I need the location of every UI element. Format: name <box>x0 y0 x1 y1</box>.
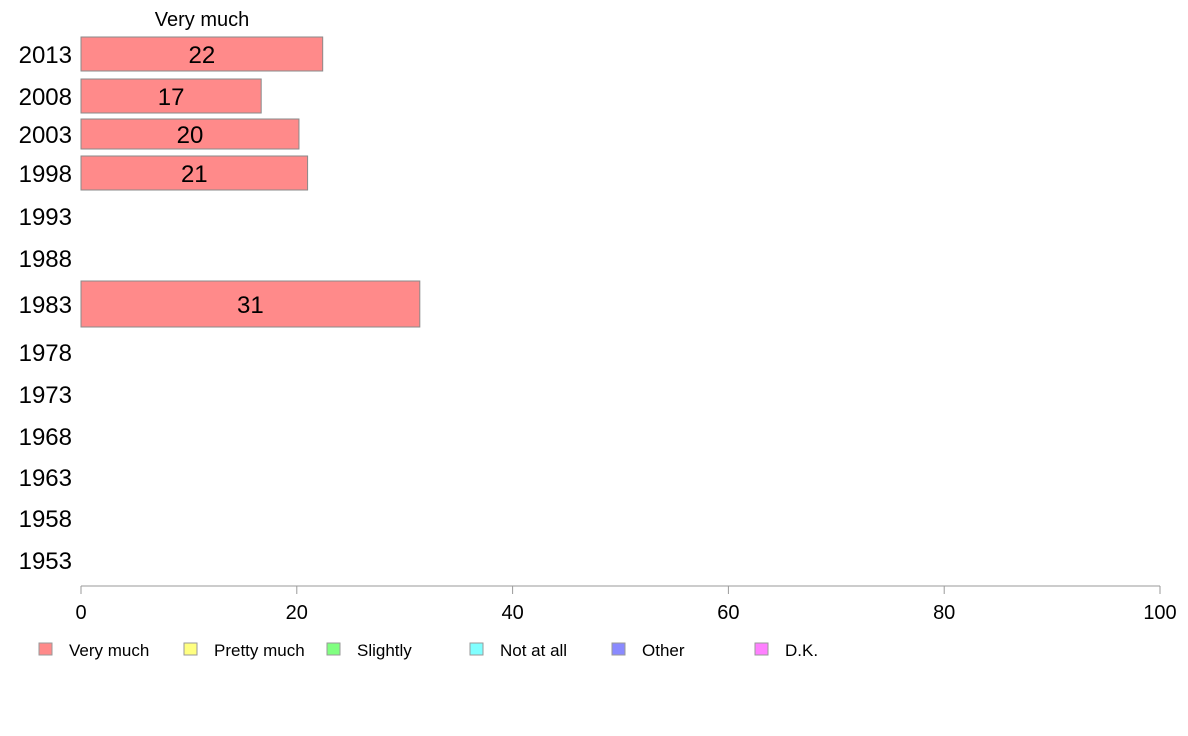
x-tick-label-100: 100 <box>1143 602 1176 624</box>
bar-value-label-1983: 31 <box>237 292 264 319</box>
category-label-1958: 1958 <box>19 506 72 533</box>
category-label-2008: 2008 <box>19 84 72 111</box>
category-labels: 2013 2008 2003 1998 1993 1988 1983 1978 1973 1968… <box>19 42 72 575</box>
bar-value-label-2013: 22 <box>188 42 215 69</box>
bar-1998 <box>80 155 309 191</box>
legend-label-very-much: Very much <box>69 641 149 660</box>
legend-label-not-at-all: Not at all <box>500 641 567 660</box>
bar-value-label-2003: 20 <box>177 122 204 149</box>
legend-swatch-other <box>611 642 626 656</box>
x-tick-label-80: 80 <box>933 602 955 624</box>
x-tick-label-0: 0 <box>75 602 86 624</box>
category-label-1983: 1983 <box>19 292 72 319</box>
series-title: Very much <box>155 9 249 31</box>
bar-value-label-1998: 21 <box>181 161 208 188</box>
legend-swatch-d-k <box>754 642 769 656</box>
category-label-1988: 1988 <box>19 246 72 273</box>
legend: Very much Pretty much Slightly Not at all Ot… <box>38 641 818 660</box>
legend-label-pretty-much: Pretty much <box>214 641 305 660</box>
legend-swatch-not-at-all <box>469 642 484 656</box>
legend-swatch-pretty-much <box>183 642 198 656</box>
legend-swatch-very-much <box>38 642 53 656</box>
legend-swatch-slightly <box>326 642 341 656</box>
x-tick-label-40: 40 <box>501 602 523 624</box>
x-tick-label-60: 60 <box>717 602 739 624</box>
category-label-1978: 1978 <box>19 340 72 367</box>
x-axis: 0 20 40 60 80 100 <box>75 585 1177 624</box>
category-label-1993: 1993 <box>19 204 72 231</box>
bar-value-label-2008: 17 <box>158 84 185 111</box>
legend-label-other: Other <box>642 641 685 660</box>
category-label-2013: 2013 <box>19 42 72 69</box>
category-label-1963: 1963 <box>19 465 72 492</box>
bar-2003 <box>80 118 300 150</box>
category-label-2003: 2003 <box>19 122 72 149</box>
bar-2013 <box>80 36 324 72</box>
category-label-1953: 1953 <box>19 548 72 575</box>
legend-label-d-k: D.K. <box>785 641 818 660</box>
x-tick-label-20: 20 <box>286 602 308 624</box>
bar-1983 <box>80 280 421 328</box>
category-label-1968: 1968 <box>19 424 72 451</box>
bar-2008 <box>80 78 262 114</box>
category-label-1973: 1973 <box>19 382 72 409</box>
legend-label-slightly: Slightly <box>357 641 412 660</box>
category-label-1998: 1998 <box>19 161 72 188</box>
